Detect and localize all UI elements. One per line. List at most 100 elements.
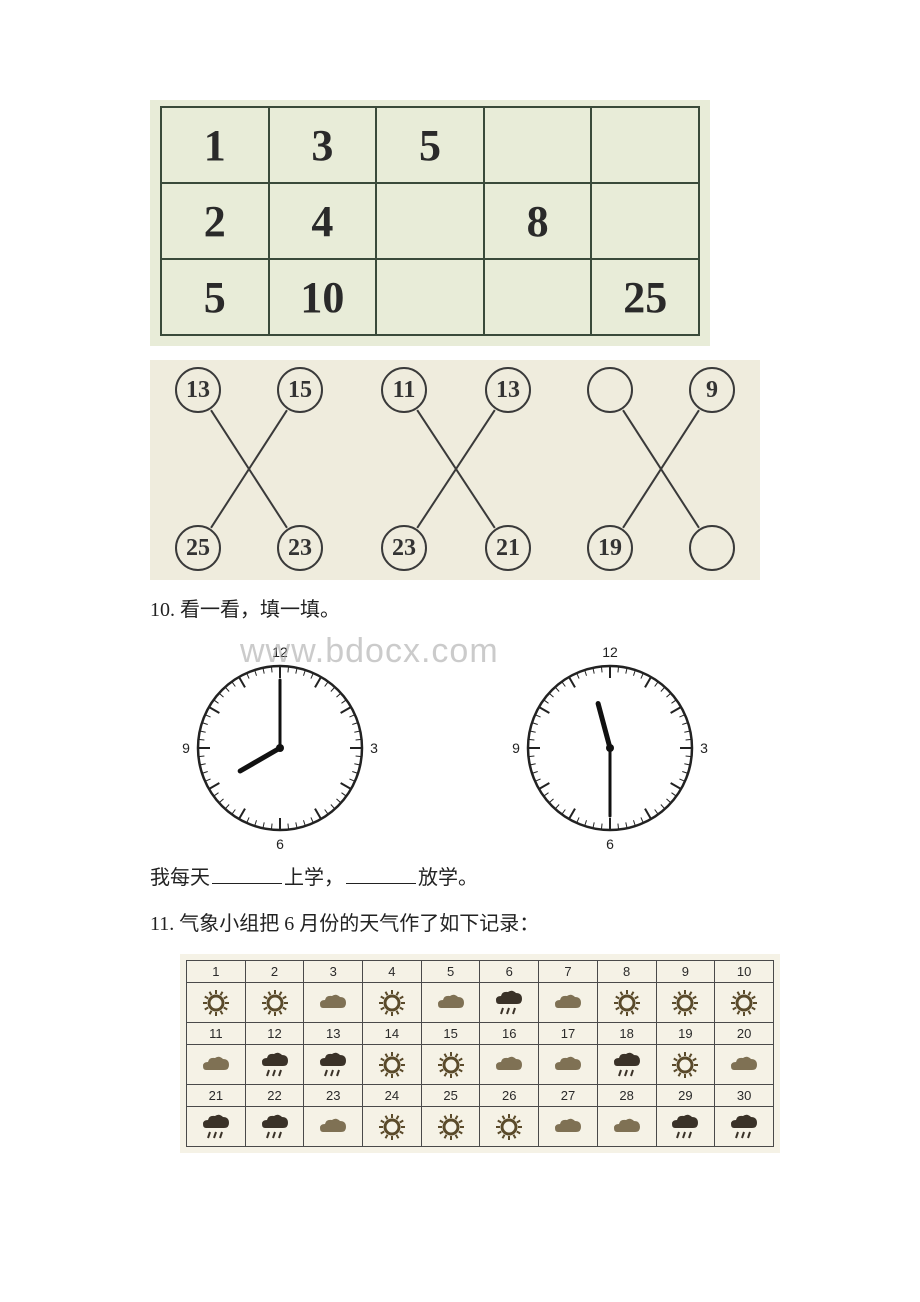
clock2-svg: 3 6 9 12	[510, 640, 710, 850]
cell	[591, 183, 699, 259]
weather-day-number: 15	[421, 1023, 480, 1045]
numtable-grid: 1 3 5 2 4 8 5 10 25	[160, 106, 700, 336]
clocks-row: www.bdocx.com 36912 36912	[180, 640, 770, 850]
weather-cloud-icon	[539, 1107, 598, 1147]
weather-sun-icon	[656, 983, 715, 1023]
weather-sun-icon	[363, 1107, 422, 1147]
weather-day-number: 14	[363, 1023, 422, 1045]
svg-text:6: 6	[276, 836, 284, 850]
weather-sun-icon	[421, 1045, 480, 1085]
cell: 5	[161, 259, 269, 335]
clock-2: 3 6 9 12	[510, 640, 710, 850]
weather-day-number: 23	[304, 1085, 363, 1107]
weather-day-number: 29	[656, 1085, 715, 1107]
weather-day-number: 26	[480, 1085, 539, 1107]
cross-number-diagram: 1315111392523232119	[150, 360, 760, 580]
svg-text:9: 9	[706, 377, 718, 403]
cell	[484, 107, 592, 183]
weather-day-number: 22	[245, 1085, 304, 1107]
weather-sun-icon	[421, 1107, 480, 1147]
svg-text:3: 3	[700, 740, 708, 756]
weather-day-number: 5	[421, 961, 480, 983]
weather-day-number: 21	[187, 1085, 246, 1107]
svg-text:21: 21	[496, 535, 520, 561]
worksheet-page: 1 3 5 2 4 8 5 10 25 13151113	[0, 0, 920, 1213]
weather-cloud-icon	[539, 983, 598, 1023]
weather-rain-icon	[187, 1107, 246, 1147]
cross-svg: 1315111392523232119	[150, 360, 760, 580]
svg-text:13: 13	[186, 377, 210, 403]
weather-day-number: 19	[656, 1023, 715, 1045]
weather-day-number: 4	[363, 961, 422, 983]
cell: 5	[376, 107, 484, 183]
weather-day-number: 20	[715, 1023, 774, 1045]
svg-text:23: 23	[392, 535, 416, 561]
weather-cloud-icon	[539, 1045, 598, 1085]
svg-text:11: 11	[393, 377, 416, 403]
weather-sun-icon	[480, 1107, 539, 1147]
weather-day-number: 3	[304, 961, 363, 983]
weather-sun-icon	[245, 983, 304, 1023]
clock1-svg: 3 6 9 12	[180, 640, 380, 850]
svg-text:23: 23	[288, 535, 312, 561]
cell: 25	[591, 259, 699, 335]
weather-rain-icon	[245, 1107, 304, 1147]
weather-day-number: 7	[539, 961, 598, 983]
weather-day-number: 12	[245, 1023, 304, 1045]
q11-prompt: 11. 气象小组把 6 月份的天气作了如下记录：	[150, 908, 770, 940]
weather-sun-icon	[597, 983, 656, 1023]
svg-text:3: 3	[370, 740, 378, 756]
weather-sun-icon	[715, 983, 774, 1023]
weather-day-number: 17	[539, 1023, 598, 1045]
weather-day-number: 30	[715, 1085, 774, 1107]
weather-day-number: 13	[304, 1023, 363, 1045]
cell: 3	[269, 107, 377, 183]
weather-sun-icon	[363, 1045, 422, 1085]
svg-text:9: 9	[512, 740, 520, 756]
clock-1: 3 6 9 12	[180, 640, 380, 850]
sentence-part: 放学。	[418, 867, 478, 889]
weather-rain-icon	[715, 1107, 774, 1147]
cell	[376, 183, 484, 259]
weather-cloud-icon	[304, 1107, 363, 1147]
number-pattern-table: 1 3 5 2 4 8 5 10 25	[150, 100, 710, 346]
cell	[484, 259, 592, 335]
weather-table-wrap: 1234567891011121314151617181920212223242…	[180, 954, 780, 1153]
weather-cloud-icon	[715, 1045, 774, 1085]
weather-day-number: 6	[480, 961, 539, 983]
weather-day-number: 10	[715, 961, 774, 983]
weather-sun-icon	[187, 983, 246, 1023]
weather-rain-icon	[656, 1107, 715, 1147]
weather-sun-icon	[363, 983, 422, 1023]
cell: 8	[484, 183, 592, 259]
sentence-part: 上学，	[284, 867, 344, 889]
cell: 1	[161, 107, 269, 183]
cell	[376, 259, 484, 335]
fill-blank[interactable]	[346, 860, 416, 884]
svg-text:13: 13	[496, 377, 520, 403]
cell: 10	[269, 259, 377, 335]
weather-day-number: 24	[363, 1085, 422, 1107]
weather-day-number: 8	[597, 961, 656, 983]
weather-rain-icon	[597, 1045, 656, 1085]
svg-text:9: 9	[182, 740, 190, 756]
svg-text:15: 15	[288, 377, 312, 403]
weather-rain-icon	[304, 1045, 363, 1085]
svg-text:6: 6	[606, 836, 614, 850]
weather-cloud-icon	[480, 1045, 539, 1085]
weather-cloud-icon	[304, 983, 363, 1023]
weather-rain-icon	[245, 1045, 304, 1085]
svg-text:12: 12	[602, 644, 618, 660]
weather-rain-icon	[480, 983, 539, 1023]
cell	[591, 107, 699, 183]
cell: 4	[269, 183, 377, 259]
fill-blank[interactable]	[212, 860, 282, 884]
q10-prompt: 10. 看一看，填一填。	[150, 594, 770, 626]
svg-text:12: 12	[272, 644, 288, 660]
weather-day-number: 27	[539, 1085, 598, 1107]
weather-day-number: 18	[597, 1023, 656, 1045]
weather-sun-icon	[656, 1045, 715, 1085]
weather-day-number: 2	[245, 961, 304, 983]
svg-text:19: 19	[598, 535, 622, 561]
weather-day-number: 16	[480, 1023, 539, 1045]
